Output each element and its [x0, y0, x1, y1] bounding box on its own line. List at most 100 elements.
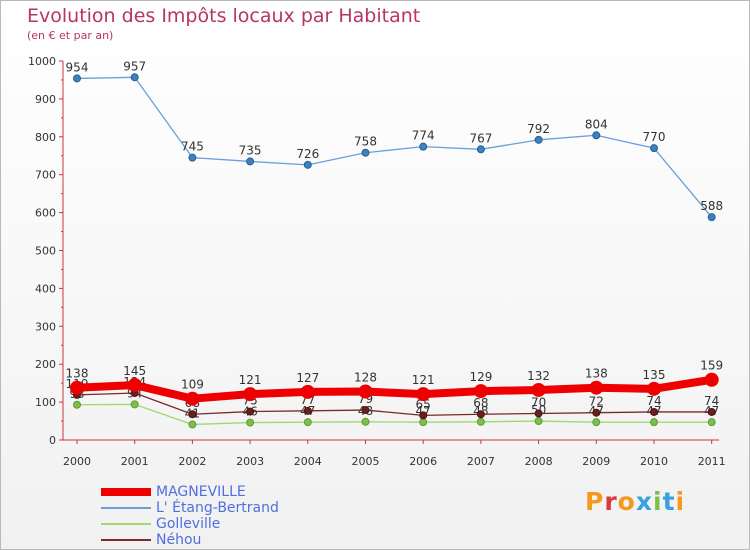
data-point-2	[592, 418, 601, 427]
x-tick-label: 2011	[698, 455, 726, 468]
data-point-3	[476, 410, 485, 419]
data-label-1: 588	[700, 199, 723, 213]
y-tick-label: 600	[35, 207, 56, 220]
chart-subtitle: (en € et par an)	[27, 29, 114, 42]
data-point-0	[473, 384, 488, 399]
x-tick-label: 2005	[352, 455, 380, 468]
data-point-1	[592, 131, 601, 140]
data-label-1: 954	[66, 60, 89, 74]
data-point-3	[188, 410, 197, 419]
data-label-0: 128	[354, 370, 377, 384]
data-point-2	[130, 400, 139, 409]
data-point-1	[246, 157, 255, 166]
data-label-0: 159	[700, 359, 723, 373]
legend-swatch	[101, 488, 151, 496]
data-label-3: 65	[416, 397, 431, 411]
data-label-1: 770	[643, 130, 666, 144]
legend-label: L' Étang-Bertrand	[156, 500, 279, 516]
y-tick-label: 200	[35, 358, 56, 371]
y-tick-label: 300	[35, 320, 56, 333]
data-point-3	[534, 409, 543, 418]
x-tick-label: 2002	[178, 455, 206, 468]
x-tick-label: 2007	[467, 455, 495, 468]
data-label-0: 121	[412, 373, 435, 387]
data-point-2	[650, 418, 658, 427]
data-point-1	[650, 144, 658, 153]
data-point-0	[416, 387, 431, 402]
data-point-1	[419, 142, 428, 151]
data-label-0: 135	[643, 368, 666, 382]
data-point-3	[419, 411, 428, 420]
y-tick-label: 800	[35, 131, 56, 144]
x-tick-label: 2000	[63, 455, 91, 468]
data-point-1	[303, 160, 312, 169]
data-point-3	[592, 408, 601, 417]
chart-title: Evolution des Impôts locaux par Habitant	[27, 5, 421, 27]
data-point-2	[246, 418, 255, 427]
data-point-2	[303, 418, 312, 427]
data-label-1: 767	[469, 131, 492, 145]
legend-item: Néhou	[101, 532, 321, 548]
legend-label: Golleville	[156, 516, 221, 532]
x-tick-label: 2008	[525, 455, 553, 468]
data-point-3	[650, 407, 658, 416]
data-label-0: 121	[239, 373, 262, 387]
data-label-1: 726	[296, 147, 319, 161]
data-point-1	[188, 153, 197, 162]
y-tick-label: 100	[35, 396, 56, 409]
data-point-2	[419, 418, 428, 427]
data-point-3	[303, 406, 312, 415]
data-point-0	[647, 381, 661, 396]
y-tick-label: 1000	[28, 55, 56, 68]
y-tick-label: 700	[35, 169, 56, 182]
x-tick-label: 2010	[640, 455, 668, 468]
data-point-1	[534, 135, 543, 144]
legend-item: MAGNEVILLE	[101, 484, 321, 500]
y-tick-label: 900	[35, 93, 56, 106]
x-tick-label: 2009	[582, 455, 610, 468]
x-tick-label: 2006	[409, 455, 437, 468]
legend-item: L' Étang-Bertrand	[101, 500, 321, 516]
data-point-1	[476, 145, 485, 154]
series-line-0	[73, 375, 716, 403]
series-line-1	[76, 76, 713, 218]
data-point-2	[476, 417, 485, 426]
data-point-0	[531, 382, 546, 397]
data-point-0	[185, 391, 200, 406]
data-label-1: 804	[585, 117, 608, 131]
data-label-3: 68	[473, 396, 488, 410]
data-label-1: 735	[239, 143, 262, 157]
data-label-3: 74	[704, 394, 719, 408]
data-point-0	[300, 384, 315, 399]
data-point-0	[358, 384, 373, 399]
data-label-0: 138	[66, 367, 89, 381]
data-point-0	[243, 387, 258, 402]
x-tick-label: 2004	[294, 455, 322, 468]
y-tick-label: 400	[35, 282, 56, 295]
y-tick-label: 500	[35, 245, 56, 258]
data-label-1: 774	[412, 129, 435, 143]
data-label-3: 70	[531, 395, 546, 409]
series-line-3	[76, 392, 713, 417]
data-point-1	[707, 213, 716, 222]
data-point-0	[589, 380, 604, 395]
data-point-1	[130, 73, 139, 82]
legend-label: MAGNEVILLE	[156, 484, 246, 500]
legend: MAGNEVILLE L' Étang-Bertrand Golleville Néh…	[101, 484, 321, 548]
data-point-2	[73, 400, 81, 409]
legend-swatch	[101, 507, 151, 509]
x-tick-label: 2001	[121, 455, 149, 468]
data-point-1	[361, 148, 370, 157]
data-label-1: 957	[123, 59, 146, 73]
legend-item: Golleville	[101, 516, 321, 532]
data-point-1	[73, 74, 81, 83]
data-label-1: 745	[181, 140, 204, 154]
data-point-2	[188, 420, 197, 429]
y-tick-label: 0	[49, 434, 56, 447]
data-point-2	[707, 418, 716, 427]
data-label-0: 109	[181, 378, 204, 392]
legend-swatch	[101, 539, 151, 541]
data-label-0: 145	[123, 364, 146, 378]
